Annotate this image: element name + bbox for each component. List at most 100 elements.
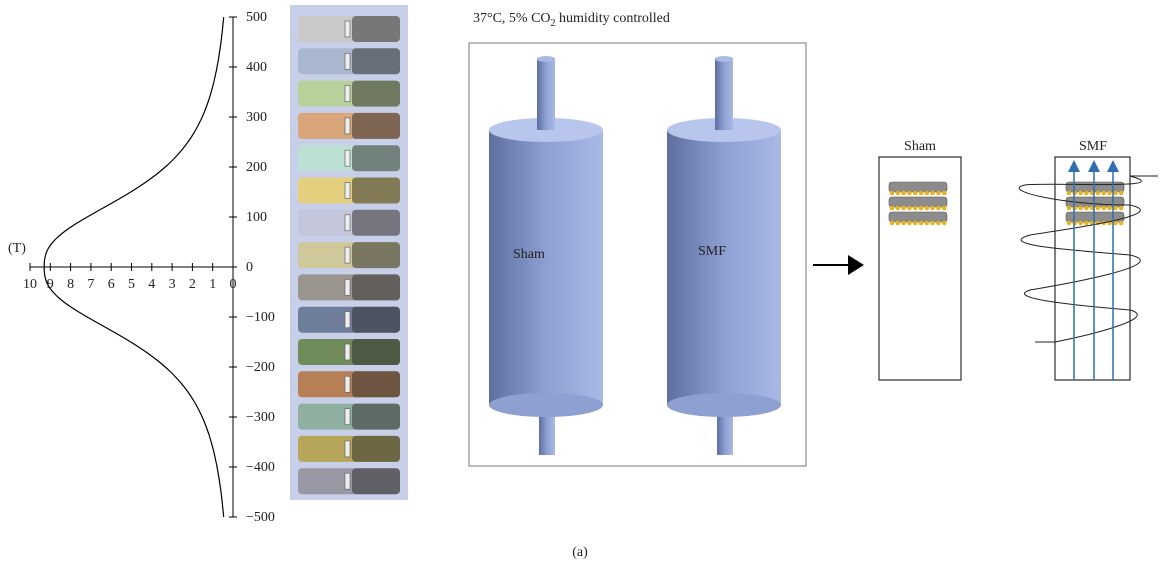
chamber-title: 37°C, 5% CO2 humidity controlled [473,11,670,29]
cell [1084,206,1089,211]
cell [1107,191,1112,196]
plate [298,178,400,204]
x-tick-label: 8 [67,277,74,292]
plate-shade [352,371,400,397]
plate [298,210,400,236]
cell [1073,206,1078,211]
plate [298,113,400,139]
y-tick-label: 300 [246,110,267,125]
cell [919,206,924,211]
y-tick-label: 500 [246,10,267,25]
plate-shade [352,404,400,430]
plates [298,16,400,494]
cell [925,191,930,196]
plate-shade [352,468,400,494]
plate [298,145,400,171]
plate-shade [352,16,400,42]
cell [930,191,935,196]
cell [942,221,947,226]
cell [896,206,901,211]
plate [298,404,400,430]
cell [930,206,935,211]
cell [925,221,930,226]
cell [1078,206,1083,211]
plate-shade [352,113,400,139]
plate-tab [345,86,350,102]
plate-tab [345,118,350,134]
cell [925,206,930,211]
title-text: humidity controlled [556,11,670,26]
plate [298,274,400,300]
y-tick-label: −500 [246,510,275,525]
cell [901,191,906,196]
plate-tab [345,376,350,392]
cylinder-label: SMF [698,244,726,259]
y-tick-label: 400 [246,60,267,75]
cell [1113,191,1118,196]
cell [1113,206,1118,211]
dish [889,182,947,192]
plate [298,371,400,397]
cell [936,206,941,211]
y-tick-label: 0 [246,260,253,275]
plate-shade [352,307,400,333]
plate-shade [352,48,400,74]
plate-tab [345,279,350,295]
cell [942,191,947,196]
dish [889,197,947,207]
cell [896,191,901,196]
cell [1096,191,1101,196]
plate-tab [345,312,350,328]
plate-tab [345,21,350,37]
unit-label: (T) [8,241,26,256]
cell [913,221,918,226]
plate [298,436,400,462]
cell [890,206,895,211]
cell [901,221,906,226]
cell [1078,191,1083,196]
plate-shade [352,339,400,365]
plate-tab [345,247,350,263]
plate-shade [352,242,400,268]
figure: (T) 1098765432105004003002001000−100−200… [0,0,1161,567]
cell [936,191,941,196]
cell [1119,191,1124,196]
plate [298,48,400,74]
cell [936,221,941,226]
cell [913,206,918,211]
cell [907,221,912,226]
y-tick-label: −300 [246,410,275,425]
plate-tab [345,473,350,489]
plate [298,242,400,268]
plate-shade [352,178,400,204]
cell [907,206,912,211]
plate-tab [345,150,350,166]
cell [896,221,901,226]
dish [889,212,947,222]
y-tick-label: 200 [246,160,267,175]
plate-shade [352,436,400,462]
plate-shade [352,210,400,236]
cell [1073,221,1078,226]
x-tick-label: 2 [189,277,196,292]
cell [1102,191,1107,196]
cell [1113,221,1118,226]
cell [1067,221,1072,226]
y-tick-label: −200 [246,360,275,375]
plate-tab [345,183,350,199]
cell [1096,206,1101,211]
cell [919,191,924,196]
cell [1078,221,1083,226]
plate [298,468,400,494]
x-tick-label: 5 [128,277,135,292]
x-tick-label: 4 [148,277,155,292]
plate-shade [352,81,400,107]
dish-label: Sham [904,139,936,154]
plate-shade [352,145,400,171]
plate-shade [352,274,400,300]
plate-tab [345,344,350,360]
cell [890,191,895,196]
cell [1073,191,1078,196]
cell [1084,191,1089,196]
cell [1107,206,1112,211]
